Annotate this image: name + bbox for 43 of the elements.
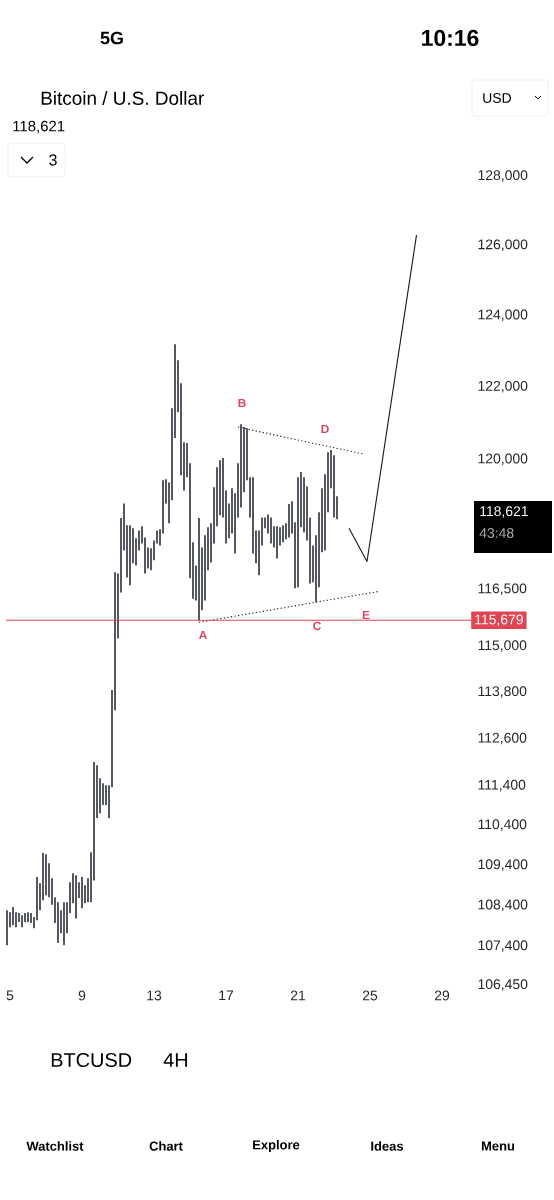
x-tick-label: 25: [362, 990, 378, 1001]
y-tick-label: 124,000: [478, 309, 528, 322]
text: Chart: [149, 1141, 183, 1151]
annotation: D: [321, 424, 329, 434]
text: 4H: [163, 1053, 188, 1067]
x-tick-label: 29: [434, 990, 450, 1001]
y-tick-label: 116,500: [478, 583, 527, 595]
y-tick-label: 108,400: [478, 899, 528, 912]
x-tick-label: 9: [78, 990, 86, 1001]
text: Explore: [253, 1139, 300, 1153]
text: Ideas: [371, 1141, 404, 1151]
text: Menu: [481, 1141, 515, 1151]
text: 3: [49, 154, 57, 166]
x-tick-label: 21: [290, 990, 306, 1001]
x-tick-label: 17: [219, 990, 234, 1001]
y-tick-label: 120,000: [478, 453, 528, 466]
y-tick-label: 122,000: [478, 380, 528, 393]
chart-subtitle: 118,621: [13, 120, 65, 134]
text: BTCUSD: [51, 1052, 132, 1068]
annotation: B: [238, 398, 246, 408]
y-tick-label: 109,400: [478, 859, 528, 871]
chart-title: Bitcoin / U.S. Dollar: [41, 91, 204, 105]
x-tick-label: 13: [147, 990, 162, 1001]
y-tick-label: 115,000: [478, 640, 527, 652]
y-tick-label: 113,800: [478, 686, 527, 698]
y-tick-label: 107,400: [478, 940, 528, 952]
text: 118,621: [480, 506, 528, 518]
text: 10:16: [422, 29, 479, 47]
annotation: A: [198, 630, 207, 640]
ref-line-label: 115,679: [475, 614, 523, 627]
text: 43:48: [479, 528, 514, 538]
text: Watchlist: [26, 1141, 84, 1151]
y-tick-label: 106,450: [478, 979, 528, 991]
annotation: E: [362, 610, 370, 620]
y-tick-label: 112,600: [478, 732, 527, 745]
y-tick-label: 111,400: [478, 779, 526, 792]
y-tick-label: 126,000: [478, 239, 528, 251]
text: 5G: [100, 31, 123, 45]
y-tick-label: 128,000: [478, 170, 528, 182]
text: USD: [483, 93, 511, 103]
annotation: C: [313, 621, 321, 631]
y-tick-label: 110,400: [478, 819, 527, 831]
x-tick-label: 5: [6, 990, 14, 1001]
